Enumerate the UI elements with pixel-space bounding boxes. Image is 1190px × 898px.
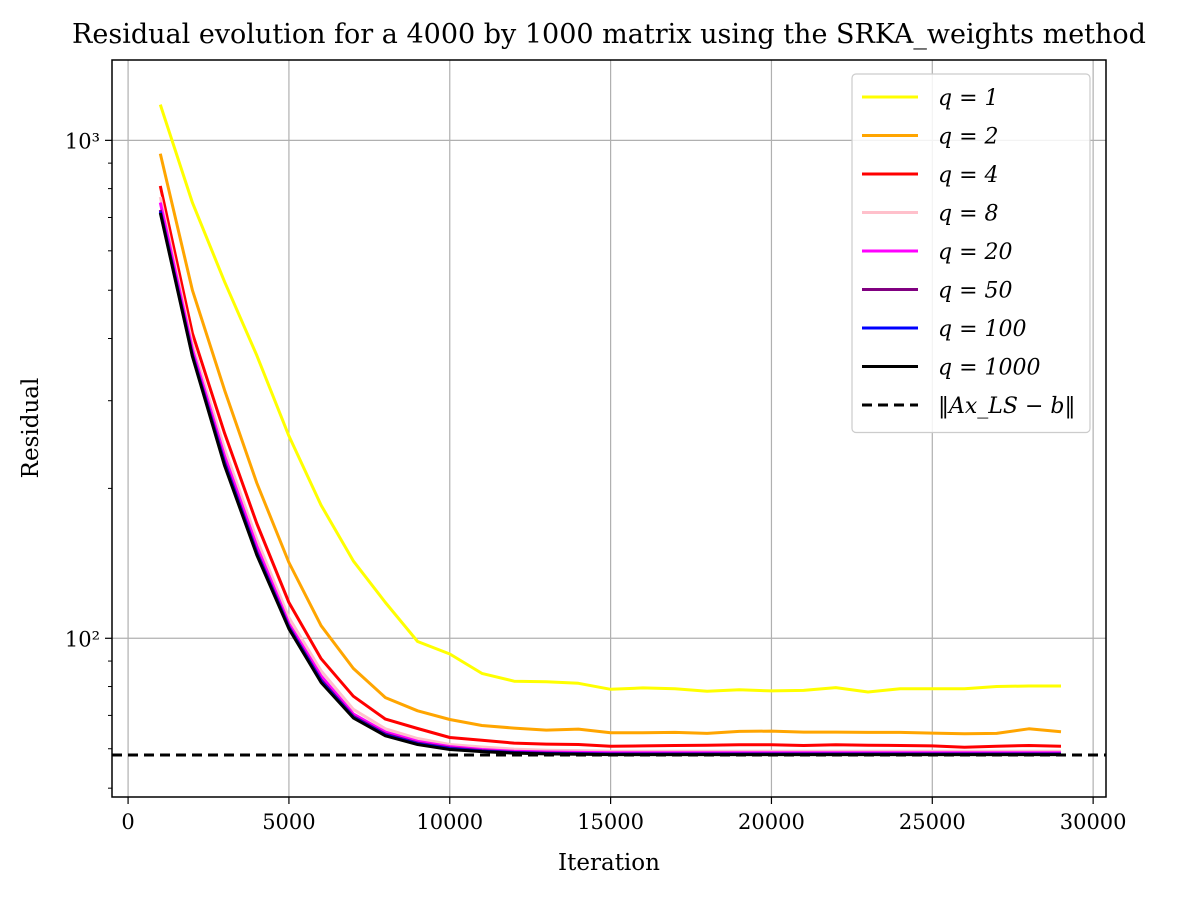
y-axis: 10² 10³: [65, 129, 112, 789]
x-tick-label: 20000: [738, 810, 805, 834]
x-tick-label: 10000: [416, 810, 483, 834]
legend-label: q = 4: [938, 163, 999, 188]
legend-label: q = 50: [938, 279, 1013, 304]
x-tick-label: 15000: [577, 810, 644, 834]
x-tick-label: 25000: [899, 810, 966, 834]
series-line: [158, 153, 1062, 736]
y-tick-label: 10²: [65, 627, 100, 651]
legend-label: q = 20: [938, 240, 1013, 265]
y-tick-label: 10³: [65, 129, 100, 153]
legend-label: q = 100: [938, 317, 1027, 342]
series-line: [158, 104, 1061, 694]
legend-label: q = 8: [938, 202, 999, 227]
plot-frame: [111, 59, 1107, 798]
legend-label: q = 1000: [938, 356, 1041, 381]
legend-box: [851, 73, 1091, 434]
x-tick-label: 5000: [262, 810, 315, 834]
legend-label: ‖Ax_LS − b‖: [938, 394, 1075, 419]
x-axis-label: Iteration: [558, 850, 660, 876]
legend-label: q = 1: [938, 86, 999, 111]
chart-title: Residual evolution for a 4000 by 1000 ma…: [72, 19, 1146, 50]
x-axis: 0 5000 10000 15000 20000 25000 30000: [121, 797, 1127, 834]
y-axis-label: Residual: [18, 378, 44, 479]
legend: q = 1 q = 2 q = 4 q = 8 q = 20 q = 50 q = 100 q…: [851, 73, 1091, 434]
x-tick-label: 0: [121, 810, 134, 834]
x-tick-label: 30000: [1060, 810, 1127, 834]
legend-label: q = 2: [938, 125, 999, 150]
series-line: [158, 185, 1062, 749]
